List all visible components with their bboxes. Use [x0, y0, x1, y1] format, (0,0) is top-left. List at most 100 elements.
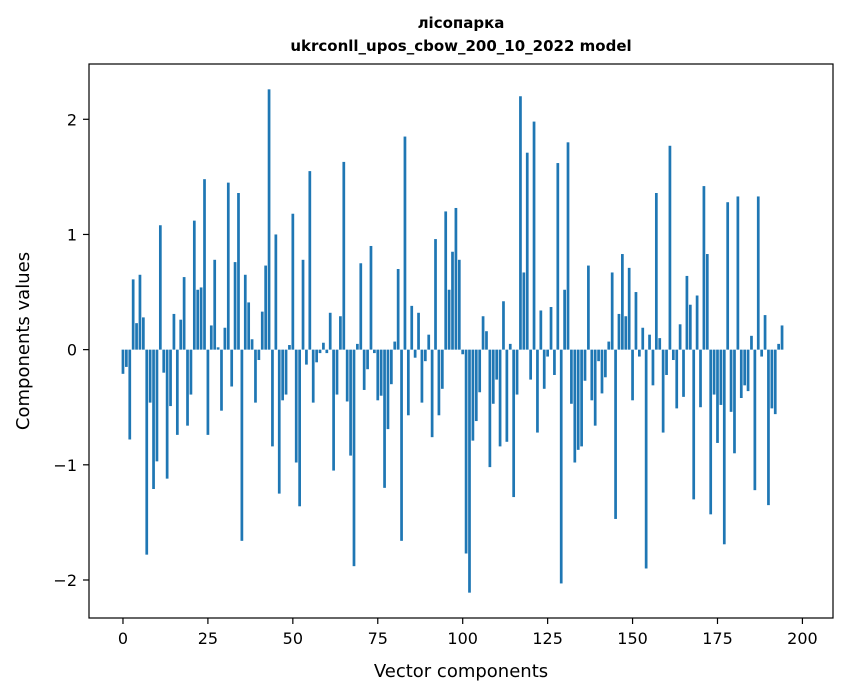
- bar: [383, 349, 386, 488]
- bar: [658, 338, 662, 350]
- bar: [515, 349, 519, 395]
- bar: [454, 207, 458, 350]
- bar: [610, 272, 614, 350]
- bar: [254, 349, 257, 403]
- bar: [549, 307, 553, 350]
- bar: [315, 349, 318, 363]
- bar: [777, 343, 780, 350]
- bar: [206, 349, 210, 435]
- bar: [519, 96, 522, 350]
- bar: [158, 225, 162, 350]
- bar: [189, 349, 193, 395]
- bar: [335, 349, 339, 395]
- bar: [474, 349, 478, 422]
- bar: [162, 349, 166, 373]
- x-tick-label: 175: [702, 629, 733, 648]
- chart-title: лісопарка: [418, 14, 505, 32]
- bar: [688, 304, 692, 350]
- bar: [400, 349, 403, 541]
- bar: [264, 265, 268, 350]
- bar: [767, 349, 770, 506]
- bar: [451, 251, 454, 350]
- bar: [464, 349, 468, 554]
- bar: [607, 341, 611, 350]
- bar: [386, 349, 390, 430]
- bar: [478, 349, 482, 393]
- bar: [457, 259, 461, 350]
- bar: [318, 349, 322, 354]
- bar: [729, 349, 733, 412]
- bar: [695, 295, 699, 350]
- bar: [746, 349, 750, 392]
- bar: [359, 263, 363, 350]
- bar: [230, 349, 234, 387]
- bar: [739, 349, 743, 399]
- bar: [702, 186, 706, 350]
- bar: [345, 349, 349, 402]
- bar: [308, 171, 312, 350]
- bar: [233, 262, 237, 350]
- bar: [468, 349, 471, 593]
- x-tick-label: 0: [118, 629, 128, 648]
- bar: [753, 349, 757, 491]
- bar: [665, 349, 668, 375]
- bar: [328, 312, 332, 350]
- bar: [617, 313, 621, 350]
- bar: [390, 349, 393, 385]
- bar: [325, 349, 329, 354]
- chart-subtitle: ukrconll_upos_cbow_200_10_2022 model: [290, 37, 631, 55]
- bar: [220, 349, 223, 411]
- bar: [668, 145, 672, 350]
- y-axis: −2 −1 0 1 2: [53, 110, 89, 590]
- x-tick-label: 100: [447, 629, 478, 648]
- bar: [342, 161, 346, 350]
- bar: [298, 349, 301, 507]
- bar: [216, 347, 220, 350]
- bar: [546, 349, 549, 357]
- bar: [583, 349, 587, 381]
- bar: [366, 349, 369, 370]
- x-axis-label: Vector components: [374, 661, 548, 682]
- bar: [566, 142, 570, 350]
- bar: [376, 349, 380, 401]
- x-tick-label: 150: [617, 629, 648, 648]
- bar: [539, 310, 543, 350]
- bar: [563, 289, 566, 350]
- bar: [631, 349, 634, 401]
- bar: [379, 349, 383, 396]
- bar: [396, 269, 400, 350]
- bar: [420, 349, 424, 403]
- bar: [536, 349, 539, 433]
- bar: [291, 213, 295, 350]
- bar: [682, 349, 685, 397]
- bar: [179, 319, 183, 350]
- bar: [685, 275, 689, 350]
- bar: [223, 327, 227, 350]
- bar: [199, 287, 203, 350]
- bar: [576, 349, 580, 450]
- bar: [461, 349, 465, 355]
- bar: [240, 349, 244, 541]
- bar: [294, 349, 298, 463]
- bar: [780, 325, 784, 350]
- bar: [417, 312, 420, 350]
- x-tick-label: 75: [368, 629, 388, 648]
- bar: [339, 316, 342, 350]
- bar: [678, 324, 682, 350]
- bar: [644, 349, 648, 569]
- bar: [590, 349, 594, 401]
- bar: [743, 349, 747, 386]
- y-tick-label: 1: [67, 225, 77, 244]
- bar: [491, 349, 495, 404]
- y-tick-label: −1: [53, 456, 77, 475]
- bar: [373, 349, 376, 354]
- bar: [651, 349, 655, 386]
- bar: [556, 163, 560, 350]
- bar: [301, 259, 305, 350]
- bar: [281, 349, 284, 401]
- bar: [322, 342, 325, 350]
- bar: [495, 349, 499, 380]
- bar: [627, 267, 631, 350]
- bar: [352, 349, 356, 567]
- bar: [260, 311, 264, 350]
